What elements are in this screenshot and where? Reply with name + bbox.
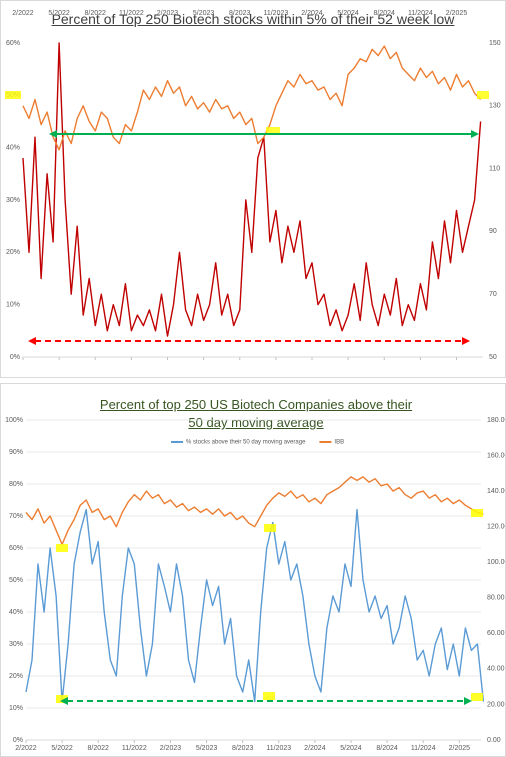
y-tick-label: 20% <box>6 249 20 256</box>
y-tick-label: 10% <box>6 302 20 309</box>
chart-title: Percent of Top 250 Biotech stocks within… <box>51 11 455 27</box>
y-tick-label: 30% <box>9 641 23 648</box>
y-tick-label: 50% <box>9 577 23 584</box>
y-tick-label: 80% <box>9 481 23 488</box>
x-tick-label: 2/2025 <box>449 745 471 752</box>
y-tick-label: 20% <box>9 673 23 680</box>
x-tick-label: 8/2024 <box>374 10 396 17</box>
series-line <box>25 508 485 703</box>
x-tick-label: 5/2023 <box>193 10 215 17</box>
x-tick-label: 5/2023 <box>196 745 218 752</box>
highlight <box>56 695 68 703</box>
x-tick-label: 11/2023 <box>266 745 291 752</box>
y-tick-label: 90% <box>9 449 23 456</box>
y-tick-label: 40% <box>6 145 20 152</box>
arrow-head <box>28 337 36 345</box>
chart: 0%10%20%30%40%50%60%5070901101301502/202… <box>5 10 501 361</box>
x-tick-label: 5/2022 <box>51 745 73 752</box>
highlight <box>5 91 21 99</box>
y-tick-label: 100% <box>5 417 23 424</box>
chart-panel: Percent of top 250 US Biotech Companies … <box>0 383 506 757</box>
x-tick-label: 11/2022 <box>119 10 144 17</box>
x-tick-label: 5/2024 <box>340 745 362 752</box>
y2-tick-label: 140.00 <box>487 488 505 495</box>
x-tick-label: 11/2024 <box>411 745 436 752</box>
x-tick-label: 8/2022 <box>85 10 107 17</box>
x-tick-label: 2/2022 <box>12 10 34 17</box>
highlight <box>263 692 275 700</box>
y2-tick-label: 130 <box>489 103 501 110</box>
x-tick-label: 2/2025 <box>446 10 468 17</box>
x-tick-label: 2/2023 <box>157 10 179 17</box>
y2-tick-label: 0.00 <box>487 737 501 744</box>
x-tick-label: 11/2022 <box>122 745 147 752</box>
y2-tick-label: 180.00 <box>487 417 505 424</box>
series-line <box>22 42 482 337</box>
x-tick-label: 8/2023 <box>232 745 254 752</box>
y2-tick-label: 50 <box>489 354 497 361</box>
series-line <box>25 476 484 546</box>
x-tick-label: 11/2024 <box>408 10 433 17</box>
x-tick-label: 2/2024 <box>304 745 326 752</box>
legend: % stocks above their 50 day moving avera… <box>171 440 344 446</box>
y-tick-label: 0% <box>10 354 20 361</box>
y2-tick-label: 70 <box>489 291 497 298</box>
y2-tick-label: 110 <box>489 165 500 172</box>
x-tick-label: 8/2023 <box>229 10 251 17</box>
legend-label: % stocks above their 50 day moving avera… <box>186 440 306 446</box>
highlight <box>477 91 489 99</box>
chart: 0% 10% 20% 30% 40% 50% 60% 70% 80% 90% 100% 0.00 20.… <box>5 417 505 752</box>
y-tick-label: 60% <box>6 40 20 47</box>
x-tick-label: 8/2022 <box>88 745 110 752</box>
x-tick-label: 5/2022 <box>48 10 70 17</box>
arrow-head <box>464 697 472 705</box>
chart-title: Percent of top 250 US Biotech Companies … <box>99 397 413 430</box>
series-line <box>22 45 482 151</box>
y2-tick-label: 80.00 <box>487 595 505 602</box>
x-tick-label: 8/2024 <box>376 745 398 752</box>
legend-label: IBB <box>334 440 344 446</box>
y-tick-label: 10% <box>9 705 23 712</box>
highlight <box>266 127 280 135</box>
y-tick-label: 0% <box>13 737 23 744</box>
x-tick-label: 5/2024 <box>337 10 359 17</box>
x-tick-label: 2/2022 <box>15 745 37 752</box>
y-tick-label: 60% <box>9 545 23 552</box>
y2-tick-label: 120.00 <box>487 524 505 531</box>
y2-tick-label: 20.00 <box>487 701 505 708</box>
y2-tick-label: 60.00 <box>487 630 505 637</box>
x-tick-label: 2/2024 <box>301 10 323 17</box>
y2-tick-label: 100.00 <box>487 559 505 566</box>
arrow-head <box>462 337 470 345</box>
y2-tick-label: 160.00 <box>487 452 505 459</box>
arrow-head <box>60 697 68 705</box>
highlight <box>56 544 68 552</box>
arrow-head <box>49 130 57 138</box>
y2-tick-label: 150 <box>489 40 501 47</box>
y2-tick-label: 40.00 <box>487 666 505 673</box>
highlight <box>471 693 483 701</box>
chart-panel: Percent of Top 250 Biotech stocks within… <box>0 0 506 378</box>
highlight <box>264 524 276 532</box>
y2-tick-label: 90 <box>489 228 497 235</box>
y-tick-label: 40% <box>9 609 23 616</box>
arrow-head <box>471 130 479 138</box>
y-tick-label: 70% <box>9 513 23 520</box>
highlight <box>471 509 483 517</box>
y-tick-label: 30% <box>6 197 20 204</box>
x-tick-label: 2/2023 <box>160 745 182 752</box>
x-tick-label: 11/2023 <box>263 10 288 17</box>
